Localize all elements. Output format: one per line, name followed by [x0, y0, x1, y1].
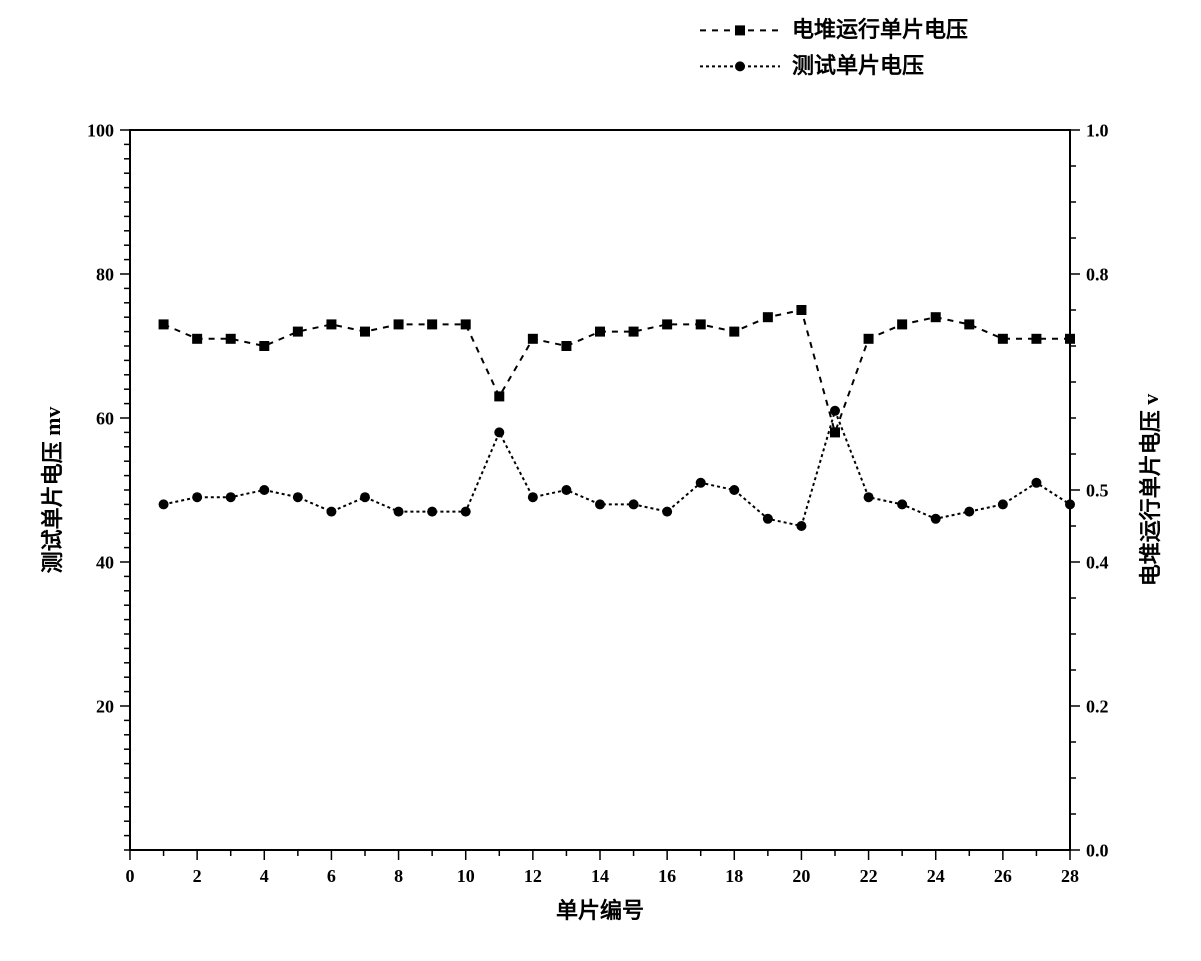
marker-circle	[326, 507, 336, 517]
x-tick-label: 24	[927, 866, 945, 886]
x-tick-label: 8	[394, 866, 403, 886]
marker-square	[259, 341, 269, 351]
marker-square	[629, 327, 639, 337]
legend-label: 测试单片电压	[792, 53, 924, 78]
y-left-tick-label: 20	[96, 696, 114, 716]
marker-circle	[427, 507, 437, 517]
x-tick-label: 12	[524, 866, 542, 886]
marker-square	[528, 334, 538, 344]
marker-square	[696, 319, 706, 329]
dual-axis-line-chart: 0246810121416182022242628单片编号20406080100…	[0, 0, 1201, 961]
marker-square	[964, 319, 974, 329]
marker-square	[159, 319, 169, 329]
marker-circle	[259, 485, 269, 495]
x-tick-label: 2	[193, 866, 202, 886]
marker-square	[897, 319, 907, 329]
plot-area	[130, 130, 1070, 850]
marker-square	[864, 334, 874, 344]
marker-circle	[763, 514, 773, 524]
marker-circle	[226, 492, 236, 502]
marker-circle	[192, 492, 202, 502]
marker-square	[595, 327, 605, 337]
marker-circle	[595, 499, 605, 509]
y-right-tick-label: 1.0	[1086, 120, 1109, 140]
marker-circle	[931, 514, 941, 524]
y-right-tick-label: 0.0	[1086, 840, 1109, 860]
marker-circle	[830, 406, 840, 416]
x-tick-label: 10	[457, 866, 475, 886]
marker-circle	[1065, 499, 1075, 509]
x-tick-label: 22	[860, 866, 878, 886]
marker-square	[561, 341, 571, 351]
marker-square	[360, 327, 370, 337]
marker-circle	[897, 499, 907, 509]
marker-square	[427, 319, 437, 329]
marker-circle	[394, 507, 404, 517]
series-line-test-voltage	[164, 411, 1070, 526]
x-tick-label: 14	[591, 866, 609, 886]
y-left-tick-label: 40	[96, 552, 114, 572]
x-tick-label: 28	[1061, 866, 1079, 886]
legend-marker-square	[735, 25, 745, 35]
marker-square	[394, 319, 404, 329]
marker-circle	[494, 427, 504, 437]
x-tick-label: 4	[260, 866, 269, 886]
marker-square	[226, 334, 236, 344]
marker-circle	[998, 499, 1008, 509]
x-tick-label: 0	[126, 866, 135, 886]
y-left-tick-label: 100	[87, 120, 114, 140]
x-tick-label: 6	[327, 866, 336, 886]
marker-circle	[461, 507, 471, 517]
marker-circle	[293, 492, 303, 502]
marker-square	[931, 312, 941, 322]
y-right-tick-label: 0.5	[1086, 480, 1109, 500]
marker-square	[494, 391, 504, 401]
chart-container: 0246810121416182022242628单片编号20406080100…	[0, 0, 1201, 961]
y-left-tick-label: 80	[96, 264, 114, 284]
marker-circle	[629, 499, 639, 509]
marker-circle	[360, 492, 370, 502]
legend-label: 电堆运行单片电压	[792, 17, 968, 42]
marker-square	[662, 319, 672, 329]
marker-square	[763, 312, 773, 322]
marker-circle	[561, 485, 571, 495]
marker-circle	[159, 499, 169, 509]
marker-square	[1031, 334, 1041, 344]
marker-circle	[528, 492, 538, 502]
marker-circle	[964, 507, 974, 517]
y-right-axis-label: 电堆运行单片电压 v	[1138, 394, 1163, 587]
y-right-tick-label: 0.8	[1086, 264, 1109, 284]
y-right-tick-label: 0.2	[1086, 696, 1109, 716]
y-left-tick-label: 60	[96, 408, 114, 428]
marker-square	[796, 305, 806, 315]
marker-square	[192, 334, 202, 344]
marker-circle	[796, 521, 806, 531]
x-tick-label: 20	[792, 866, 810, 886]
marker-circle	[662, 507, 672, 517]
y-right-tick-label: 0.4	[1086, 552, 1109, 572]
marker-square	[293, 327, 303, 337]
x-axis-label: 单片编号	[556, 898, 644, 923]
marker-circle	[729, 485, 739, 495]
marker-square	[830, 427, 840, 437]
x-tick-label: 16	[658, 866, 676, 886]
marker-circle	[1031, 478, 1041, 488]
x-tick-label: 18	[725, 866, 743, 886]
legend-marker-circle	[735, 61, 745, 71]
marker-square	[461, 319, 471, 329]
marker-circle	[864, 492, 874, 502]
x-tick-label: 26	[994, 866, 1012, 886]
marker-square	[998, 334, 1008, 344]
y-left-axis-label: 测试单片电压 mv	[40, 407, 65, 574]
marker-square	[326, 319, 336, 329]
marker-circle	[696, 478, 706, 488]
marker-square	[729, 327, 739, 337]
marker-square	[1065, 334, 1075, 344]
